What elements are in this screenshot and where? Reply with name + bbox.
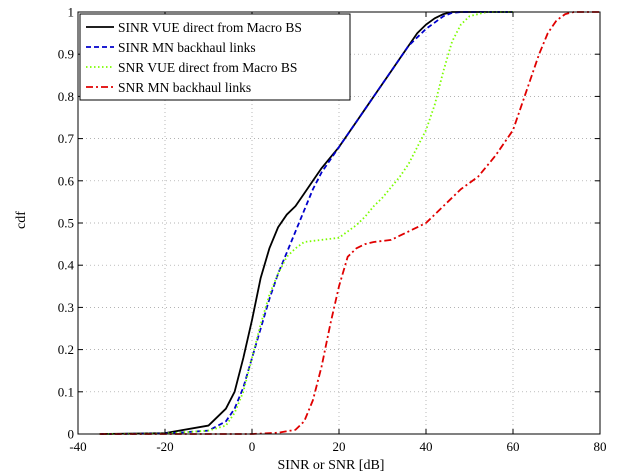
x-tick-label: -20 — [156, 439, 173, 454]
y-tick-label: 0.3 — [58, 300, 74, 315]
tick-labels: -40 -20 0 20 40 60 80 0 0.1 0.2 0.3 0.4 0.5 0.6 0.7 0.8… — [58, 5, 607, 455]
y-tick-label: 0.2 — [58, 342, 74, 357]
y-tick-label: 0.9 — [58, 47, 74, 62]
x-tick-label: 60 — [507, 439, 520, 454]
legend-box — [79, 13, 351, 101]
legend-label: SINR MN backhaul links — [118, 40, 256, 55]
y-tick-label: 0.4 — [58, 258, 75, 273]
series-group — [99, 11, 600, 435]
x-tick-label: 0 — [249, 439, 256, 454]
y-tick-label: 0.1 — [58, 384, 74, 399]
y-tick-label: 0.6 — [58, 173, 75, 188]
legend: SINR VUE direct from Macro BS SINR MN bac… — [79, 13, 351, 101]
x-axis-title: SINR or SNR [dB] — [278, 458, 385, 472]
series-line-4 — [99, 11, 600, 435]
x-tick-label: 40 — [420, 439, 433, 454]
x-tick-label: 80 — [594, 439, 607, 454]
series-line-3 — [99, 11, 513, 435]
y-axis-title: cdf — [14, 211, 29, 229]
y-tick-label: 0.5 — [58, 216, 74, 231]
x-tick-label: -40 — [69, 439, 86, 454]
y-tick-label: 0 — [68, 427, 75, 442]
y-tick-label: 0.8 — [58, 89, 74, 104]
legend-label: SINR VUE direct from Macro BS — [118, 20, 302, 35]
x-tick-label: 20 — [333, 439, 346, 454]
legend-label: SNR VUE direct from Macro BS — [118, 60, 297, 75]
series-line-1 — [99, 11, 513, 435]
legend-label: SNR MN backhaul links — [118, 80, 251, 95]
y-tick-label: 0.7 — [58, 131, 75, 146]
series-line-2 — [99, 11, 513, 435]
y-tick-label: 1 — [68, 5, 75, 20]
